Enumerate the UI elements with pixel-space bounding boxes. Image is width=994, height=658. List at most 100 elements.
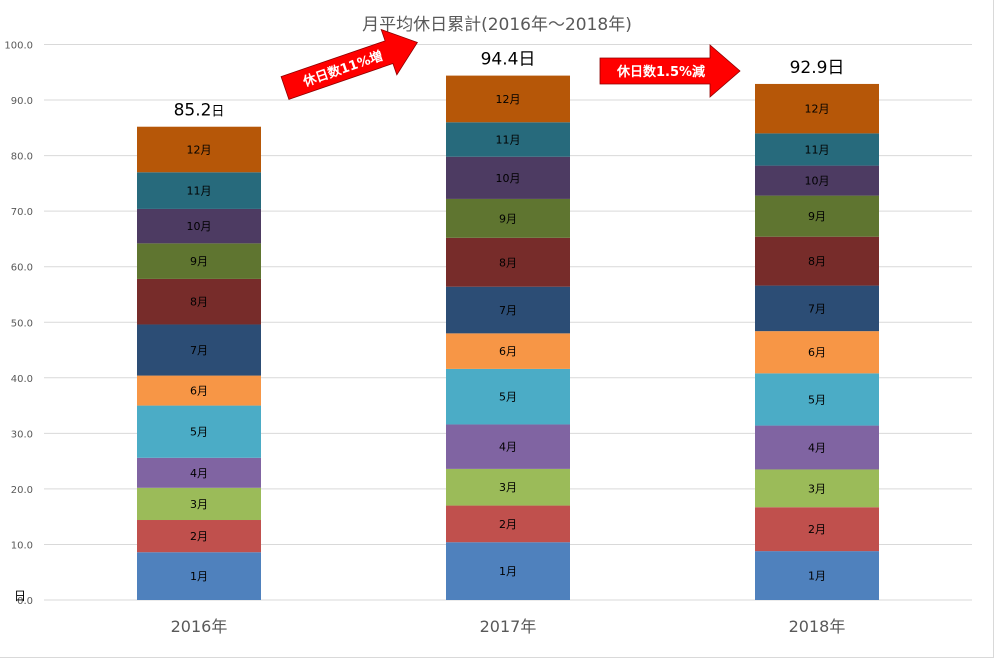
bar-segment <box>137 405 261 458</box>
bar-segment <box>446 368 570 425</box>
bar-segment <box>446 424 570 469</box>
bar-segment <box>755 507 879 552</box>
x-tick-label: 2018年 <box>789 617 846 636</box>
segment-label: 6月 <box>499 345 517 358</box>
arrow-shape <box>280 28 418 100</box>
arrow-annotation: 休日数1.5%減 <box>599 44 741 98</box>
segment-label: 10月 <box>496 172 521 185</box>
segment-label: 10月 <box>805 175 830 188</box>
bar-segment <box>137 487 261 521</box>
bar-segment <box>137 375 261 406</box>
bar-segment <box>137 278 261 325</box>
bar-segment <box>755 373 879 426</box>
y-tick-label: 30.0 <box>11 429 33 440</box>
bar-segment <box>137 324 261 376</box>
bar-segment <box>755 469 879 508</box>
segment-label: 5月 <box>808 393 826 406</box>
bar-segment <box>137 172 261 209</box>
bar-segment <box>755 331 879 374</box>
total-label: 94.4日 <box>481 50 536 70</box>
segment-label: 2月 <box>808 523 826 536</box>
bar-segment <box>446 333 570 369</box>
bar-segment <box>446 286 570 334</box>
bar-segment <box>755 425 879 470</box>
y-tick-label: 100.0 <box>4 41 33 52</box>
segment-label: 1月 <box>808 570 826 583</box>
total-unit: 日 <box>211 105 224 120</box>
segment-label: 12月 <box>496 93 521 106</box>
y-tick-label: 0.0 <box>17 596 33 607</box>
bar-segment <box>446 237 570 287</box>
segment-label: 8月 <box>190 296 208 309</box>
x-axis-ticks: 2016年 2017年 2018年 <box>171 617 846 636</box>
segment-label: 12月 <box>187 143 212 156</box>
segment-label: 9月 <box>808 210 826 223</box>
bar-segment <box>137 243 261 279</box>
bar-segment <box>446 198 570 238</box>
bar-segment <box>755 165 879 196</box>
total-label: 85.2日 <box>174 101 225 121</box>
bar-segment <box>755 236 879 286</box>
total-unit: 日 <box>518 50 535 70</box>
segment-label: 8月 <box>808 255 826 268</box>
y-tick-label: 20.0 <box>11 485 33 496</box>
y-tick-label: 60.0 <box>11 263 33 274</box>
segment-label: 10月 <box>187 220 212 233</box>
segment-label: 6月 <box>190 385 208 398</box>
total-label: 92.9日 <box>790 58 845 78</box>
y-tick-label: 40.0 <box>11 374 33 385</box>
bar-segment <box>446 505 570 543</box>
segment-label: 9月 <box>190 255 208 268</box>
segment-label: 2月 <box>190 530 208 543</box>
arrow-shape <box>599 44 741 98</box>
y-tick-label: 90.0 <box>11 96 33 107</box>
arrow-label: 休日数1.5%減 <box>616 64 705 80</box>
segment-label: 11月 <box>187 185 212 198</box>
segment-label: 11月 <box>496 133 521 146</box>
bar-segment <box>755 551 879 600</box>
total-unit: 日 <box>827 58 844 78</box>
segment-label: 3月 <box>499 481 517 494</box>
bar-segment <box>137 457 261 488</box>
segment-label: 3月 <box>190 498 208 511</box>
bar-segment <box>446 122 570 157</box>
bar-segment <box>755 133 879 166</box>
segment-label: 7月 <box>499 304 517 317</box>
y-tick-label: 50.0 <box>11 318 33 329</box>
bar-segment <box>755 83 879 134</box>
bar-segment <box>446 468 570 506</box>
segment-label: 9月 <box>499 212 517 225</box>
bar-segment <box>137 208 261 244</box>
bar-segment <box>137 126 261 173</box>
chart-title: 月平均休日累計(2016年〜2018年) <box>362 15 632 35</box>
segment-label: 4月 <box>190 467 208 480</box>
bar-segment <box>755 285 879 332</box>
segment-label: 6月 <box>808 346 826 359</box>
segment-label: 7月 <box>808 302 826 315</box>
total-value: 85.2 <box>174 101 212 121</box>
bar-segment <box>755 195 879 237</box>
x-tick-label: 2017年 <box>480 617 537 636</box>
segment-label: 5月 <box>190 426 208 439</box>
segment-label: 12月 <box>805 103 830 116</box>
x-tick-label: 2016年 <box>171 617 228 636</box>
y-axis-ticks: 0.0 10.0 20.0 30.0 40.0 50.0 60.0 70.0 80.0 90.0 1… <box>4 41 33 608</box>
segment-label: 2月 <box>499 518 517 531</box>
segment-label: 3月 <box>808 482 826 495</box>
bar-segment <box>446 542 570 600</box>
y-tick-label: 80.0 <box>11 152 33 163</box>
segment-label: 11月 <box>805 143 830 156</box>
segment-label: 4月 <box>499 441 517 454</box>
segment-label: 4月 <box>808 442 826 455</box>
bars: 1月 2月 3月 4月 5月 6月 7月 8月 9月 10月 11月 12月 1月 2月 3月 4月 5月 6月 7… <box>137 75 879 600</box>
bar-segment <box>446 75 570 123</box>
segment-label: 1月 <box>499 565 517 578</box>
total-value: 92.9 <box>790 58 828 78</box>
bar-segment <box>137 520 261 553</box>
total-value: 94.4 <box>481 50 519 70</box>
segment-label: 7月 <box>190 344 208 357</box>
bar-segment <box>137 552 261 600</box>
y-tick-label: 10.0 <box>11 540 33 551</box>
